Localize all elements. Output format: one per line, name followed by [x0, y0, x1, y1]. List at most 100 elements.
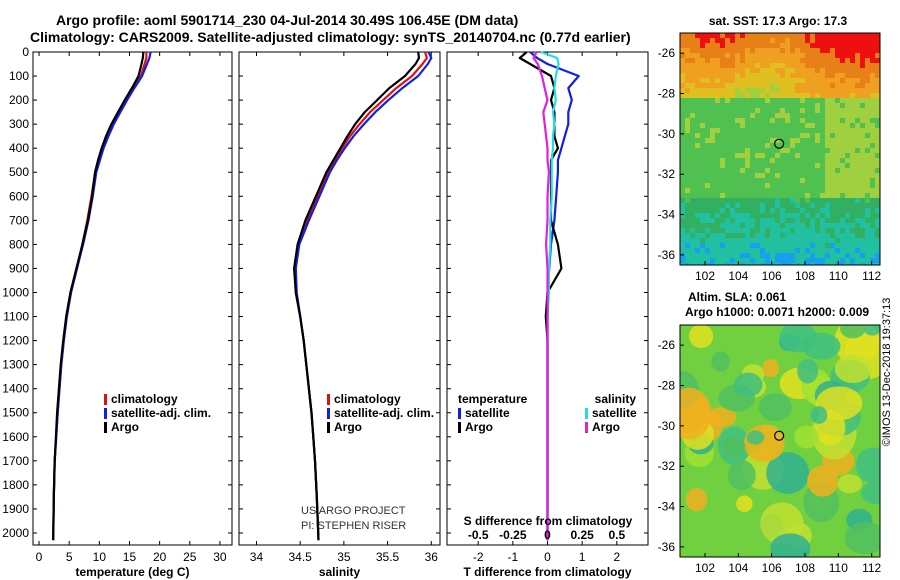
sst-cell: [765, 113, 770, 118]
sst-cell: [870, 193, 875, 198]
sst-cell: [750, 113, 755, 118]
sst-cell: [845, 43, 850, 48]
sst-cell: [865, 163, 870, 168]
sst-cell: [785, 63, 790, 68]
sst-cell: [715, 233, 720, 238]
sst-cell: [860, 163, 865, 168]
sst-cell: [790, 73, 795, 78]
sst-cell: [860, 33, 865, 38]
sst-cell: [795, 43, 800, 48]
sst-cell: [765, 123, 770, 128]
sst-cell: [720, 108, 725, 113]
sst-cell: [690, 128, 695, 133]
sst-cell: [750, 98, 755, 103]
sst-cell: [805, 103, 810, 108]
sst-cell: [695, 238, 700, 243]
sst-cell: [860, 83, 865, 88]
sst-cell: [835, 258, 840, 263]
sst-cell: [720, 98, 725, 103]
sst-cell: [690, 223, 695, 228]
sst-cell: [825, 68, 830, 73]
sst-cell: [735, 138, 740, 143]
sst-cell: [740, 153, 745, 158]
sst-cell: [835, 188, 840, 193]
series-sal-argo: [293, 51, 421, 541]
sst-cell: [835, 193, 840, 198]
ytick-label: 1100: [3, 310, 29, 324]
sst-cell: [725, 248, 730, 253]
sst-cell: [680, 218, 685, 223]
sst-cell: [860, 253, 865, 258]
sst-cell: [765, 68, 770, 73]
sst-cell: [860, 43, 865, 48]
sst-cell: [720, 208, 725, 213]
sst-cell: [755, 138, 760, 143]
sst-cell: [760, 198, 765, 203]
sst-cell: [695, 258, 700, 263]
sst-cell: [700, 73, 705, 78]
sst-cell: [705, 203, 710, 208]
sst-cell: [800, 258, 805, 263]
sst-cell: [715, 218, 720, 223]
sst-cell: [685, 63, 690, 68]
sst-cell: [830, 63, 835, 68]
sst-cell: [685, 143, 690, 148]
sst-cell: [705, 198, 710, 203]
sst-cell: [845, 108, 850, 113]
sst-cell: [815, 158, 820, 163]
sst-cell: [780, 48, 785, 53]
sst-cell: [820, 113, 825, 118]
sst-cell: [830, 93, 835, 98]
sst-cell: [745, 168, 750, 173]
sst-cell: [730, 263, 735, 265]
sst-cell: [680, 68, 685, 73]
sst-cell: [690, 208, 695, 213]
sst-cell: [685, 108, 690, 113]
sst-cell: [745, 203, 750, 208]
sst-cell: [680, 143, 685, 148]
sst-cell: [805, 228, 810, 233]
sst-cell: [705, 178, 710, 183]
sst-cell: [870, 78, 875, 83]
sst-cell: [705, 183, 710, 188]
sst-cell: [795, 178, 800, 183]
sst-cell: [725, 253, 730, 258]
sst-cell: [690, 213, 695, 218]
sst-cell: [710, 248, 715, 253]
sst-cell: [760, 218, 765, 223]
sla-blob: [766, 452, 810, 495]
sst-cell: [800, 263, 805, 265]
sst-cell: [825, 213, 830, 218]
sst-cell: [875, 73, 880, 78]
sst-cell: [735, 188, 740, 193]
sst-cell: [820, 53, 825, 58]
sst-cell: [855, 138, 860, 143]
sst-cell: [770, 178, 775, 183]
sst-cell: [820, 213, 825, 218]
sst-cell: [785, 193, 790, 198]
sst-cell: [865, 138, 870, 143]
sst-cell: [790, 233, 795, 238]
sst-cell: [810, 243, 815, 248]
sst-cell: [855, 48, 860, 53]
x2label: S difference from climatology: [464, 514, 633, 528]
sst-cell: [850, 148, 855, 153]
sst-cell: [770, 233, 775, 238]
sst-cell: [755, 238, 760, 243]
sst-cell: [765, 208, 770, 213]
sst-cell: [750, 133, 755, 138]
sst-cell: [715, 193, 720, 198]
sst-cell: [765, 133, 770, 138]
sst-cell: [795, 128, 800, 133]
sst-cell: [740, 48, 745, 53]
sst-cell: [725, 163, 730, 168]
sst-cell: [815, 198, 820, 203]
sst-cell: [815, 123, 820, 128]
sst-cell: [780, 43, 785, 48]
sst-cell: [875, 218, 880, 223]
sst-cell: [785, 73, 790, 78]
sst-cell: [765, 138, 770, 143]
sst-cell: [740, 193, 745, 198]
sst-cell: [700, 193, 705, 198]
sst-cell: [785, 78, 790, 83]
